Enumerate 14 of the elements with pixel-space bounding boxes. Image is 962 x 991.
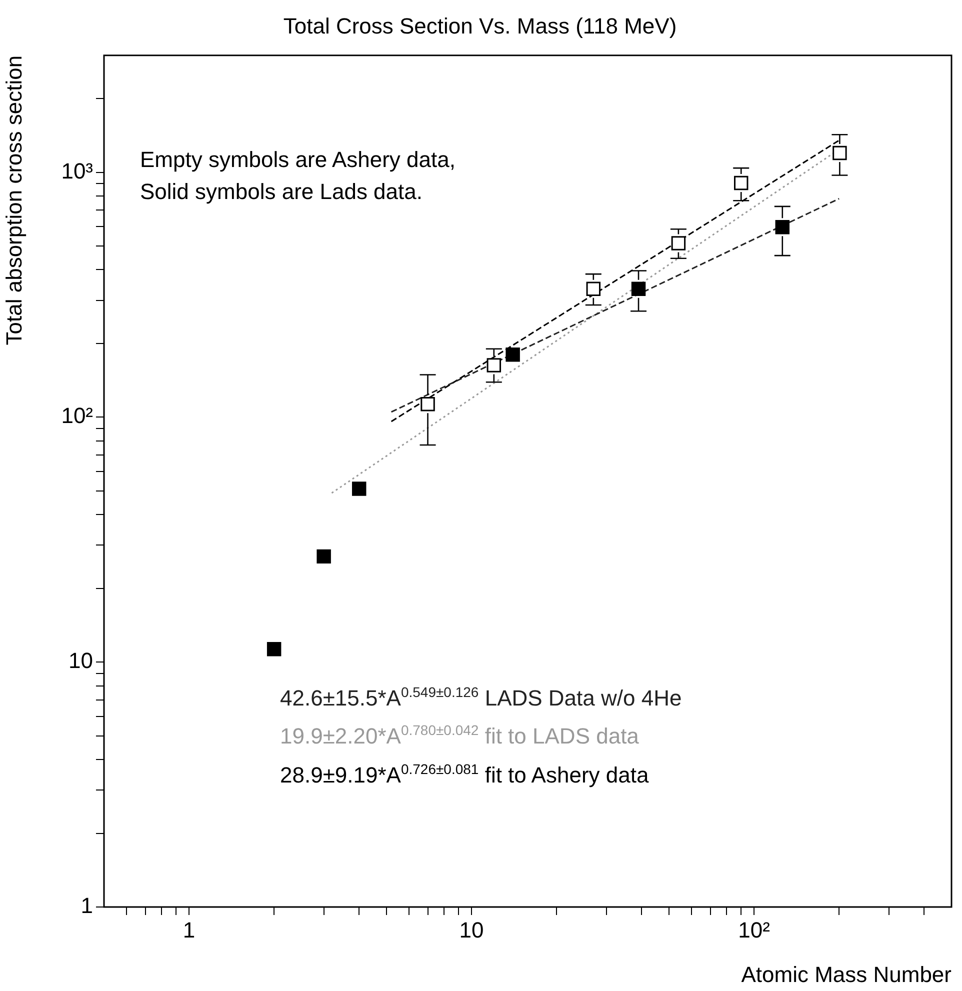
chart-title: Total Cross Section Vs. Mass (118 MeV) <box>283 13 677 38</box>
y-tick-label: 1 <box>80 893 93 918</box>
x-tick-label: 10² <box>738 917 770 942</box>
text: 28.9±9.19*A$^{0.726±0.081}$ fit to Ashery data <box>280 760 650 790</box>
annotation: Empty symbols are Ashery data, Solid symbols are Lads data. <box>140 146 456 206</box>
y-axis-title: Total absorption cross section <box>1 55 26 346</box>
y-tick-label: 10³ <box>61 158 93 184</box>
x-tick-label: 1 <box>182 917 196 942</box>
text: 19.9±2.20*A$^{0.780±0.042}$ fit to LADS data <box>280 721 640 751</box>
text: 42.6±15.5*A$^{0.549±0.126}$ LADS Data w/o 4He <box>280 683 682 712</box>
x-tick-label: 10 <box>459 917 484 942</box>
y-tick-label: 10 <box>68 648 93 674</box>
x-axis-title: Atomic Mass Number <box>741 962 952 987</box>
y-tick-label: 10² <box>61 403 93 428</box>
